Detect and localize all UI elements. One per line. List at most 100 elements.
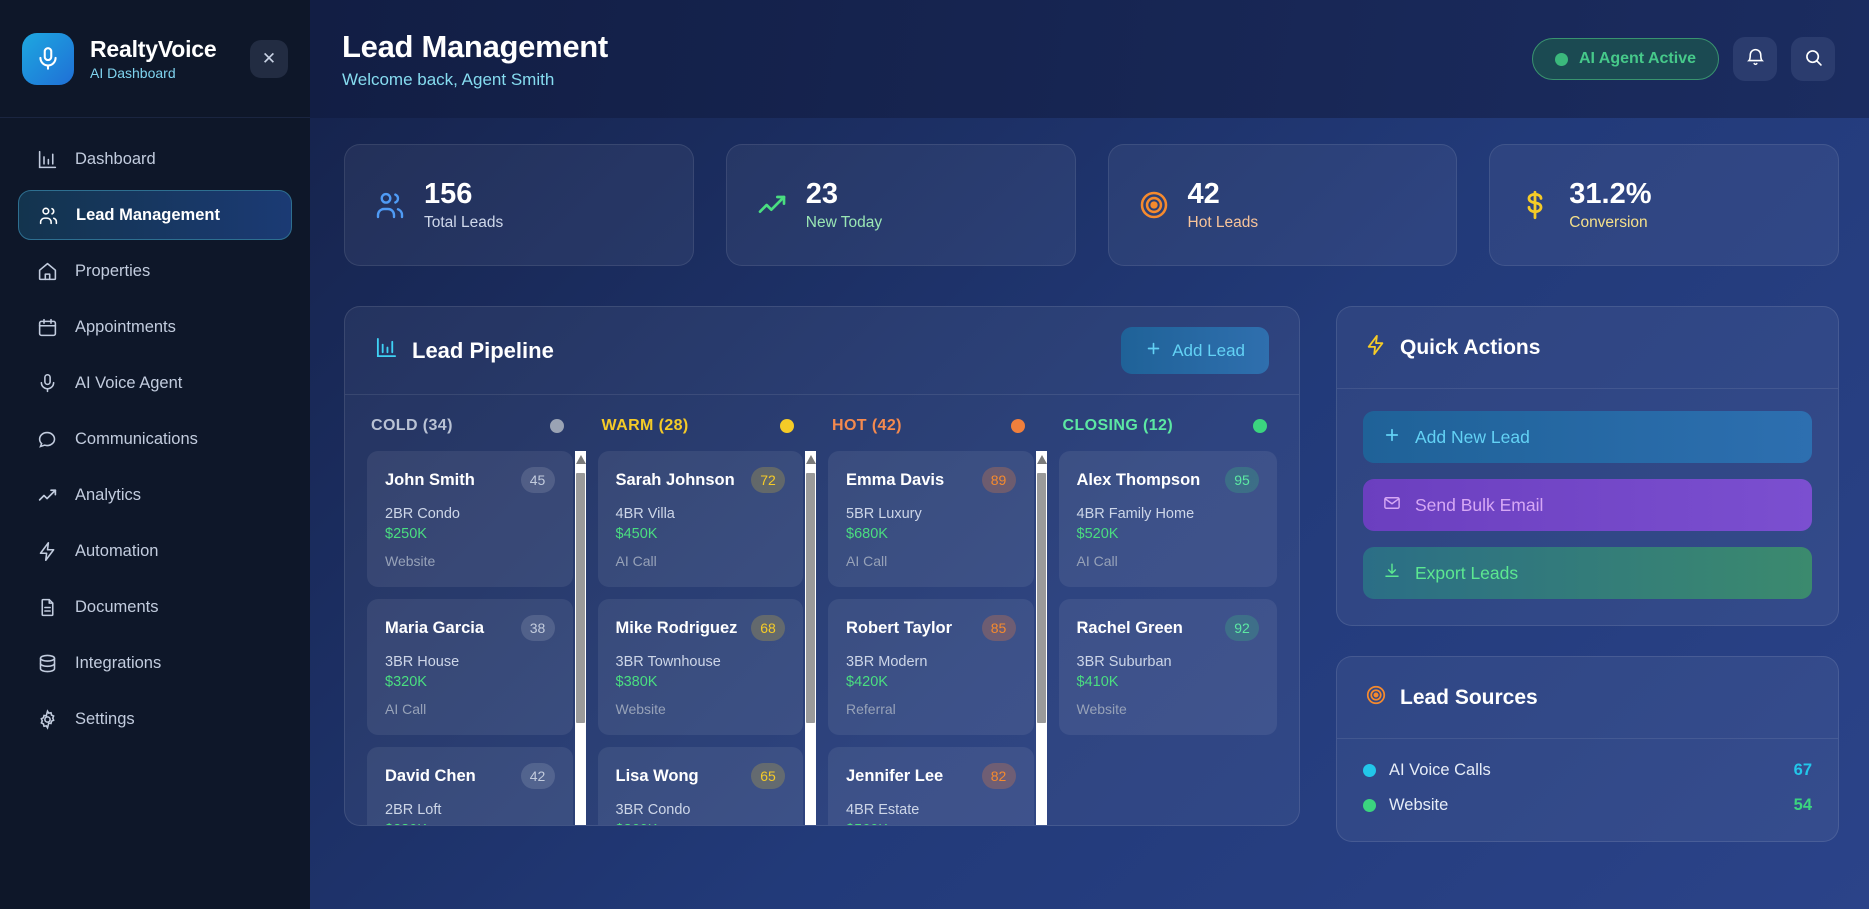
plus-icon — [1145, 340, 1162, 362]
stat-card-conversion[interactable]: 31.2% Conversion — [1489, 144, 1839, 266]
lead-property: 5BR Luxury — [846, 506, 922, 522]
lead-price: $320K — [385, 674, 427, 690]
lead-source-row[interactable]: Website 54 — [1363, 796, 1812, 815]
scroll-up-arrow-icon[interactable] — [806, 455, 816, 464]
lead-source: AI Call — [846, 553, 888, 569]
content: 156 Total Leads 23 New Today — [310, 118, 1869, 909]
sidebar-item-lead-management[interactable]: Lead Management — [18, 190, 292, 240]
users-icon — [373, 188, 407, 222]
scroll-up-arrow-icon[interactable] — [575, 455, 586, 464]
lead-score: 65 — [751, 763, 785, 789]
column-title: HOT (42) — [832, 417, 902, 434]
column-body: Sarah Johnson 72 4BR Villa $450K AI Call… — [597, 451, 816, 825]
trending-up-icon — [36, 484, 58, 506]
column-scrollbar[interactable] — [805, 451, 816, 825]
lead-price: $560K — [846, 822, 1016, 825]
lead-card[interactable]: Sarah Johnson 72 4BR Villa $450K AI Call — [597, 451, 803, 587]
lead-name: Maria Garcia — [385, 618, 485, 637]
lead-source: AI Call — [615, 553, 657, 569]
lead-source-label: AI Voice Calls — [1389, 761, 1491, 779]
lead-card[interactable]: Mike Rodriguez 68 3BR Townhouse $380K We… — [597, 599, 803, 735]
lead-property: 3BR Condo — [615, 802, 691, 818]
lead-card[interactable]: Maria Garcia 38 3BR House $320K AI Call — [367, 599, 573, 735]
column-scrollbar[interactable] — [1035, 451, 1047, 825]
page-heading: Lead Management Welcome back, Agent Smit… — [342, 29, 608, 90]
lead-property: 3BR Suburban — [1076, 654, 1172, 670]
lightning-icon — [36, 540, 58, 562]
main-area: Lead Management Welcome back, Agent Smit… — [310, 0, 1869, 909]
sidebar-item-automation[interactable]: Automation — [18, 526, 292, 576]
lead-score: 45 — [520, 467, 555, 493]
lead-score: 92 — [1225, 615, 1259, 641]
lead-card[interactable]: Emma Davis 89 5BR Luxury $680K AI Call — [828, 451, 1034, 587]
plus-icon — [1383, 426, 1401, 449]
search-button[interactable] — [1791, 37, 1835, 81]
lead-price: $250K — [385, 526, 427, 542]
sidebar-item-appointments[interactable]: Appointments — [18, 302, 292, 352]
lead-score: 72 — [751, 467, 785, 493]
lead-name: Sarah Johnson — [615, 470, 735, 489]
bar-chart-icon — [375, 336, 398, 365]
add-new-lead-button[interactable]: Add New Lead — [1363, 411, 1812, 463]
lead-price: $680K — [846, 526, 888, 542]
lead-source: Referral — [846, 701, 896, 717]
lightning-icon — [1365, 334, 1387, 362]
column-status-dot — [1010, 419, 1025, 433]
sidebar-item-dashboard[interactable]: Dashboard — [18, 134, 292, 184]
lead-score: 85 — [981, 615, 1016, 641]
stat-value: 31.2% — [1569, 177, 1652, 210]
quick-actions-title: Quick Actions — [1400, 335, 1541, 359]
close-icon[interactable]: ✕ — [250, 39, 288, 78]
sidebar-item-label: Settings — [75, 709, 135, 728]
lead-price: $410K — [1076, 674, 1119, 690]
lead-price: $450K — [615, 526, 658, 542]
lead-card[interactable]: John Smith 45 2BR Condo $250K Website — [367, 451, 573, 587]
sidebar-item-documents[interactable]: Documents — [18, 582, 292, 632]
status-badge[interactable]: AI Agent Active — [1531, 38, 1719, 80]
lead-card[interactable]: Jennifer Lee 82 4BR Estate $560K AI Call — [828, 747, 1034, 825]
lead-source-value: 54 — [1793, 796, 1812, 814]
lead-card[interactable]: Alex Thompson 95 4BR Family Home $520K A… — [1058, 451, 1277, 587]
pipeline-column-cold: COLD (34) John Smith 45 2BR Condo $250K … — [367, 417, 598, 825]
sidebar-item-properties[interactable]: Properties — [18, 246, 292, 296]
scroll-up-arrow-icon[interactable] — [1036, 455, 1047, 464]
lead-source-row[interactable]: AI Voice Calls 67 — [1363, 761, 1812, 780]
lead-card[interactable]: David Chen 42 2BR Loft $280K Website — [367, 747, 573, 825]
envelope-icon — [1383, 494, 1401, 517]
export-leads-button[interactable]: Export Leads — [1363, 547, 1812, 599]
status-dot — [1554, 52, 1568, 66]
sidebar-item-analytics[interactable]: Analytics — [18, 470, 292, 520]
trending-up-icon — [755, 188, 789, 222]
send-bulk-email-button[interactable]: Send Bulk Email — [1363, 479, 1812, 531]
lead-card[interactable]: Lisa Wong 65 3BR Condo $360K Referral — [597, 747, 803, 825]
scrollbar-thumb[interactable] — [1036, 473, 1046, 723]
stat-card-total-leads[interactable]: 156 Total Leads — [344, 144, 694, 266]
lead-property: 2BR Condo — [385, 506, 460, 522]
scrollbar-thumb[interactable] — [575, 473, 585, 723]
pipeline-title: Lead Pipeline — [412, 337, 554, 363]
lead-name: Alex Thompson — [1076, 470, 1201, 489]
sidebar-item-settings[interactable]: Settings — [18, 694, 292, 744]
column-header: CLOSING (12) — [1059, 417, 1278, 435]
sidebar-item-label: Appointments — [75, 317, 176, 336]
quick-actions-header: Quick Actions — [1337, 307, 1838, 389]
lead-price: $360K — [616, 822, 786, 825]
lead-card[interactable]: Rachel Green 92 3BR Suburban $410K Websi… — [1058, 599, 1277, 735]
sidebar-item-communications[interactable]: Communications — [18, 414, 292, 464]
stat-card-new-today[interactable]: 23 New Today — [725, 144, 1076, 266]
brand-title: RealtyVoice — [90, 36, 217, 62]
sidebar-item-ai-voice-agent[interactable]: AI Voice Agent — [18, 358, 292, 408]
lead-source-label: Website — [1389, 796, 1449, 814]
sidebar-item-integrations[interactable]: Integrations — [18, 638, 292, 688]
scrollbar-thumb[interactable] — [806, 473, 815, 723]
lead-name: John Smith — [385, 470, 475, 489]
sidebar: RealtyVoice AI Dashboard ✕ Dashboard — [0, 0, 310, 909]
add-lead-label: Add Lead — [1172, 340, 1245, 360]
lead-card[interactable]: Robert Taylor 85 3BR Modern $420K Referr… — [828, 599, 1034, 735]
column-scrollbar[interactable] — [574, 451, 586, 825]
pipeline-title-group: Lead Pipeline — [375, 336, 554, 365]
stat-card-hot-leads[interactable]: 42 Hot Leads — [1107, 144, 1458, 266]
notifications-button[interactable] — [1733, 37, 1777, 81]
add-lead-button[interactable]: Add Lead — [1121, 327, 1269, 374]
microphone-icon — [36, 372, 58, 394]
